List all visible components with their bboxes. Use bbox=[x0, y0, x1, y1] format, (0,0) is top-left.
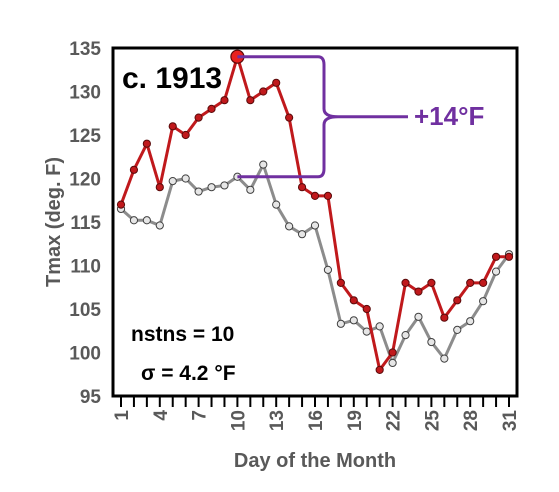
data-point bbox=[349, 296, 358, 305]
data-point bbox=[246, 185, 255, 194]
data-point bbox=[491, 267, 501, 276]
data-point bbox=[220, 181, 229, 190]
data-point bbox=[129, 216, 139, 225]
data-point bbox=[336, 319, 345, 328]
data-point bbox=[310, 191, 320, 200]
data-point bbox=[194, 113, 203, 122]
station-count-label: nstns = 10 bbox=[131, 323, 234, 346]
data-point bbox=[336, 278, 345, 287]
y-tick-label: 110 bbox=[70, 257, 101, 278]
plot-frame-group bbox=[111, 46, 519, 398]
y-tick-label: 125 bbox=[69, 126, 101, 147]
data-point bbox=[297, 230, 307, 239]
x-axis-title: Day of the Month bbox=[234, 450, 396, 472]
data-point bbox=[310, 221, 320, 230]
data-point bbox=[491, 252, 501, 261]
data-point bbox=[414, 312, 423, 321]
data-point bbox=[504, 252, 514, 261]
x-tick-label: 10 bbox=[228, 410, 249, 431]
data-point bbox=[466, 278, 475, 287]
data-point bbox=[466, 317, 475, 326]
data-point bbox=[453, 296, 462, 305]
data-point bbox=[142, 139, 151, 148]
x-tick-label: 22 bbox=[384, 410, 405, 431]
difference-label: +14°F bbox=[414, 101, 484, 131]
y-axis-title: Tmax (deg. F) bbox=[43, 157, 65, 287]
data-point bbox=[142, 216, 151, 225]
data-point bbox=[168, 177, 177, 186]
y-tick-label: 115 bbox=[70, 213, 101, 234]
data-point bbox=[427, 337, 436, 347]
data-point bbox=[272, 78, 281, 87]
data-point bbox=[479, 278, 488, 287]
data-point bbox=[388, 358, 397, 368]
data-point bbox=[207, 104, 216, 114]
data-point bbox=[155, 183, 164, 192]
data-point bbox=[181, 174, 190, 183]
data-point bbox=[285, 222, 294, 231]
data-point bbox=[259, 160, 268, 169]
y-tick-label: 130 bbox=[69, 83, 101, 104]
data-point bbox=[453, 325, 462, 334]
x-tick-label: 16 bbox=[306, 410, 327, 431]
data-point bbox=[323, 191, 333, 200]
x-tick-label: 4 bbox=[151, 410, 172, 421]
data-point bbox=[440, 354, 449, 363]
data-point bbox=[194, 187, 203, 196]
data-point bbox=[401, 331, 410, 340]
data-point bbox=[362, 327, 371, 336]
y-tick-label: 120 bbox=[69, 170, 101, 191]
data-point bbox=[259, 87, 268, 96]
x-axis: 1 4 7 10 13 16 19 22 25 28 31 bbox=[112, 396, 521, 431]
x-tick-label: 7 bbox=[190, 410, 211, 421]
data-point bbox=[297, 183, 307, 192]
x-tick-label: 1 bbox=[112, 410, 133, 421]
data-point bbox=[168, 122, 177, 131]
x-tick-label: 31 bbox=[500, 410, 521, 432]
sigma-label: σ = 4.2 °F bbox=[141, 362, 236, 385]
difference-bracket bbox=[237, 55, 408, 179]
data-point bbox=[414, 287, 423, 296]
data-point bbox=[401, 278, 410, 287]
data-point bbox=[427, 278, 436, 287]
x-tick-label: 25 bbox=[422, 410, 443, 432]
data-point bbox=[388, 348, 397, 357]
era-label: c. 1913 bbox=[122, 62, 222, 95]
data-point bbox=[479, 297, 488, 306]
data-point bbox=[181, 130, 190, 140]
data-point bbox=[349, 316, 358, 325]
y-tick-label: 95 bbox=[80, 387, 102, 408]
x-tick-label: 19 bbox=[345, 410, 366, 431]
data-point bbox=[246, 96, 255, 105]
data-point bbox=[129, 165, 139, 174]
x-tick-label: 13 bbox=[267, 410, 288, 431]
y-tick-label: 135 bbox=[69, 39, 101, 60]
plot-frame bbox=[111, 46, 519, 398]
x-tick-label: 28 bbox=[461, 410, 482, 431]
data-point bbox=[155, 221, 164, 230]
data-point bbox=[323, 265, 333, 274]
data-point bbox=[207, 183, 216, 192]
y-tick-label: 105 bbox=[69, 300, 101, 321]
data-point bbox=[272, 200, 281, 209]
y-axis: 95 100 105 110 115 120 125 130 135 bbox=[69, 39, 101, 408]
data-point bbox=[362, 304, 371, 314]
data-point bbox=[220, 96, 229, 105]
data-point bbox=[116, 200, 126, 209]
data-point bbox=[285, 113, 294, 122]
data-point bbox=[440, 313, 449, 322]
data-point bbox=[375, 322, 384, 331]
data-point bbox=[375, 365, 384, 374]
y-tick-label: 100 bbox=[69, 344, 101, 365]
